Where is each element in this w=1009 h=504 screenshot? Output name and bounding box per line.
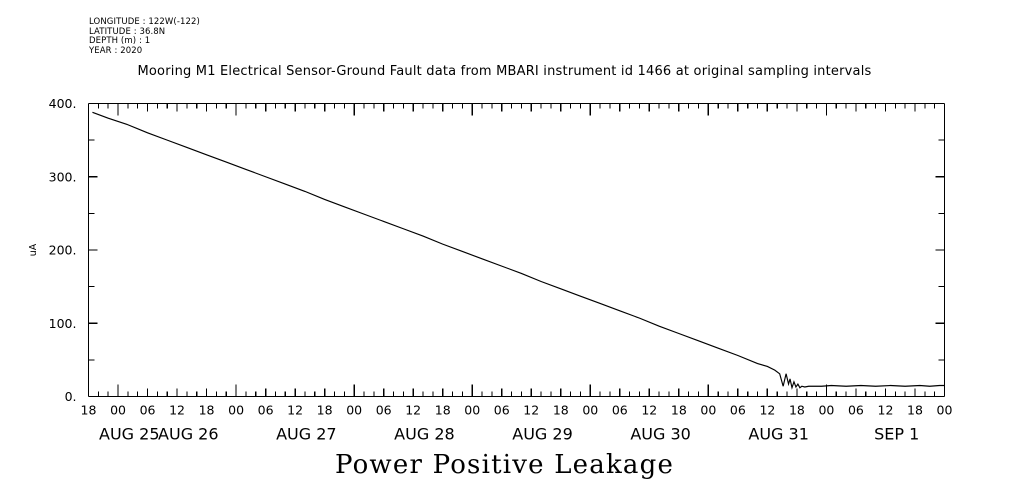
x-date-label: AUG 27 [276,425,337,444]
x-tick-label: 18 [671,403,687,418]
x-tick-label: 06 [612,403,628,418]
metadata-longitude: LONGITUDE : 122W(-122) [89,17,200,27]
y-tick-label: 0. [65,389,77,404]
x-tick-label: 00 [582,403,598,418]
x-tick-label: 18 [81,403,97,418]
y-tick-label: 400. [49,96,77,111]
x-date-label: AUG 26 [158,425,219,444]
x-tick-label: 12 [287,403,303,418]
x-tick-label: 12 [405,403,421,418]
metadata-depth: DEPTH (m) : 1 [89,36,151,47]
axes-group [87,102,946,398]
x-tick-label: 18 [317,403,333,418]
x-tick-label: 00 [818,403,834,418]
x-date-label: AUG 31 [748,425,809,444]
x-tick-label: 12 [523,403,539,418]
x-tick-label: 12 [759,403,775,418]
chart-caption: Power Positive Leakage [334,450,675,480]
x-tick-label: 06 [494,403,510,418]
x-tick-label: 00 [346,403,362,418]
y-tick-label: 100. [49,316,77,331]
ticks-group [87,102,946,398]
x-tick-label: 06 [376,403,392,418]
x-tick-label: 18 [435,403,451,418]
y-tick-labels: 0. 100. 200. 300. 400. [49,96,77,404]
x-tick-label: 06 [140,403,156,418]
x-date-label: AUG 25 [99,425,160,444]
chart-title: Mooring M1 Electrical Sensor-Ground Faul… [137,64,872,79]
x-tick-label: 18 [789,403,805,418]
x-tick-label: 18 [199,403,215,418]
x-tick-label: 12 [641,403,657,418]
x-tick-label: 00 [700,403,716,418]
x-tick-label: 18 [553,403,569,418]
data-series-group [92,111,945,390]
x-tick-label: 06 [848,403,864,418]
metadata-block: LONGITUDE : 122W(-122) LATITUDE : 36.8N … [89,17,200,56]
x-tick-label: 00 [228,403,244,418]
y-axis-title: uA [28,243,39,256]
metadata-year: YEAR : 2020 [89,45,143,56]
metadata-latitude: LATITUDE : 36.8N [89,26,166,37]
y-tick-label: 300. [49,169,77,184]
x-tick-label: 18 [907,403,923,418]
data-series-line [92,111,945,390]
x-tick-label: 00 [937,403,953,418]
y-tick-label: 200. [49,243,77,258]
x-tick-labels: 18 00 06 12 18 00 06 12 18 00 06 12 18 00 06 12 18 00 06 12… [81,403,953,418]
x-date-label: SEP 1 [874,425,919,444]
x-date-label: AUG 30 [630,425,691,444]
x-tick-label: 06 [258,403,274,418]
x-tick-label: 06 [730,403,746,418]
x-tick-label: 12 [169,403,185,418]
x-tick-label: 00 [110,403,126,418]
y-axis-name: uA [28,243,39,256]
x-tick-label: 00 [464,403,480,418]
x-date-label: AUG 29 [512,425,573,444]
x-date-label: AUG 28 [394,425,455,444]
x-tick-label: 12 [878,403,894,418]
